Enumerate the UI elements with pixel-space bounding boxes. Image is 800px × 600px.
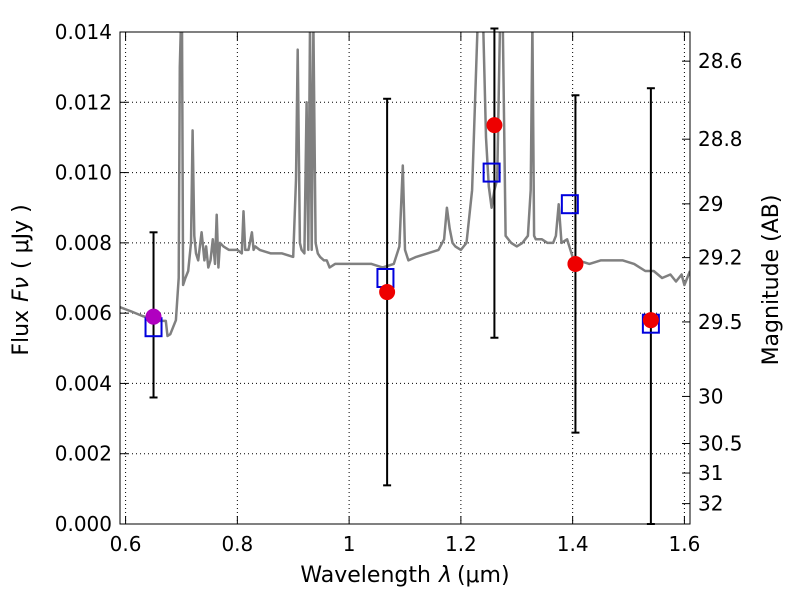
y-tick-label: 0.012 — [55, 90, 112, 114]
x-tick-label: 1.4 — [557, 532, 589, 556]
right-tick-label: 29.5 — [698, 310, 743, 334]
observed-point — [145, 308, 162, 325]
right-tick-label: 30.5 — [698, 432, 743, 456]
y-axis-label: FluxFν( μJy ) — [9, 204, 34, 355]
x-axis-label: Wavelength λ (μm) — [300, 563, 509, 588]
right-tick-label: 29 — [698, 192, 723, 216]
axis-ticks: 0.6 0.8 1 1.2 1.4 1.6 0.000 0.002 0.004 0.006 0.00… — [55, 20, 743, 556]
spectrum-series — [120, 32, 690, 338]
right-tick-label: 28.8 — [698, 127, 743, 151]
y-tick-label: 0.000 — [55, 512, 112, 536]
x-tick-label: 0.6 — [110, 532, 142, 556]
observed-flux-series — [145, 117, 659, 329]
x-tick-label: 1 — [343, 532, 356, 556]
right-tick-label: 30 — [698, 384, 723, 408]
x-tick-label: 1.6 — [669, 532, 701, 556]
spectrum-line — [120, 32, 690, 338]
y-tick-label: 0.006 — [55, 301, 112, 325]
right-tick-label: 28.6 — [698, 49, 743, 73]
observed-point — [642, 312, 659, 329]
y-tick-label: 0.004 — [55, 371, 112, 395]
error-bars — [149, 27, 655, 525]
model-square — [560, 194, 579, 215]
x-tick-label: 1.2 — [445, 532, 477, 556]
plot-frame — [119, 31, 691, 525]
observed-point — [567, 255, 584, 272]
right-tick-label: 32 — [698, 492, 723, 516]
model-square — [482, 162, 501, 183]
y-tick-label: 0.002 — [55, 442, 112, 466]
right-tick-label: 31 — [698, 461, 723, 485]
observed-point — [379, 284, 396, 301]
right-axis-label: Magnitude (AB) — [759, 195, 784, 366]
y-tick-label: 0.014 — [55, 20, 112, 44]
observed-point — [486, 117, 503, 134]
grid — [120, 31, 690, 525]
x-tick-label: 0.8 — [221, 532, 253, 556]
y-tick-label: 0.008 — [55, 231, 112, 255]
right-tick-label: 29.2 — [698, 246, 743, 270]
y-tick-label: 0.010 — [55, 161, 112, 185]
